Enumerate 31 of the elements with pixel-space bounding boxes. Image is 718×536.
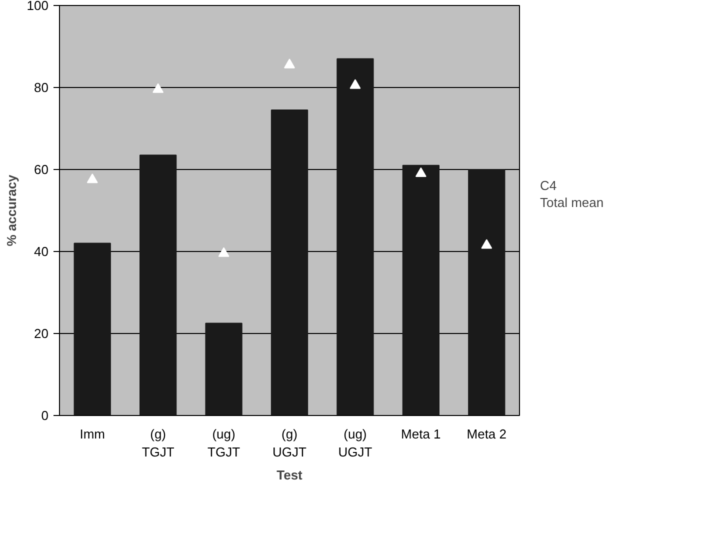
- x-axis-title: Test: [276, 468, 304, 482]
- point: [86, 173, 98, 184]
- x-tick-label: Imm: [80, 426, 106, 442]
- y-tick-label: 100: [26, 0, 49, 13]
- point: [284, 58, 295, 68]
- text: C4: [540, 178, 558, 193]
- x-tick-label: (ug) UGJT: [338, 426, 372, 460]
- bar: [402, 164, 440, 416]
- point: [481, 239, 492, 249]
- y-tick-label: 40: [34, 244, 49, 259]
- x-tick-label: Meta 1: [401, 426, 441, 442]
- bar: [270, 110, 308, 416]
- bar: [336, 58, 374, 416]
- text: Total mean: [540, 195, 604, 210]
- bar: [468, 169, 506, 416]
- y-tick-label: 80: [34, 80, 49, 95]
- x-tick-label: Meta 2: [466, 426, 507, 442]
- y-tick-label: 20: [34, 326, 49, 341]
- y-axis-title: % accuracy: [4, 174, 19, 246]
- point: [415, 167, 426, 177]
- bar: [140, 154, 177, 416]
- x-tick-label: (g) TGJT: [142, 426, 174, 460]
- y-tick-label: 60: [34, 162, 49, 177]
- y-tick-label: 0: [41, 408, 49, 423]
- point: [218, 247, 230, 257]
- bar: [205, 322, 242, 416]
- point: [350, 79, 361, 89]
- bar: [74, 242, 111, 416]
- x-tick-label: (ug) TGJT: [208, 426, 240, 460]
- x-tick-label: (g) UGJT: [272, 426, 307, 460]
- point: [152, 83, 164, 93]
